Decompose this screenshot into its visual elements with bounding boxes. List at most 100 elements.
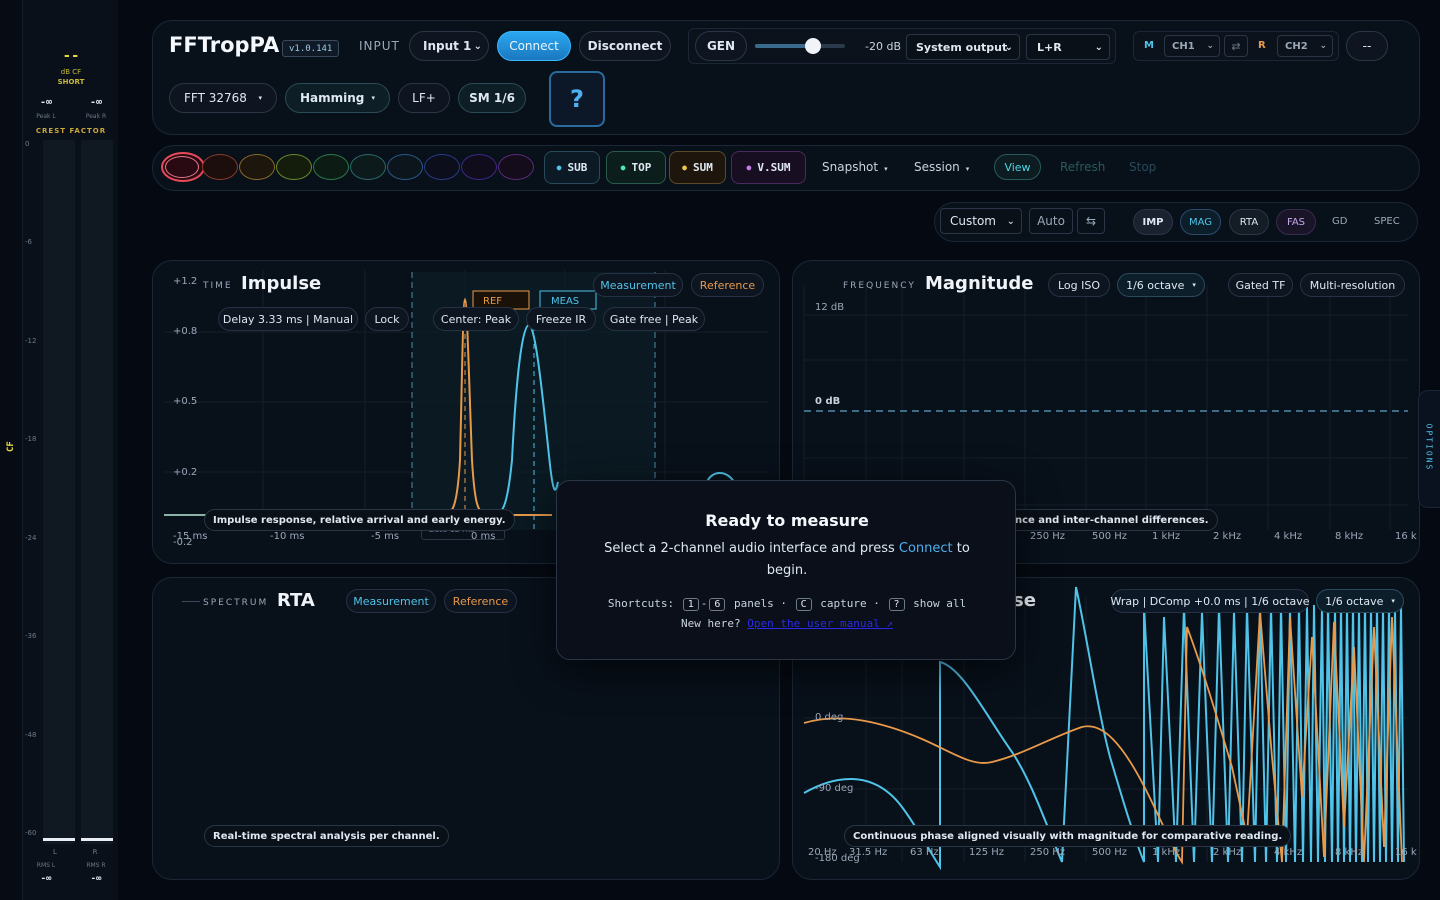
rta-divider — [182, 601, 200, 602]
impulse-y-tick: +0.8 — [173, 326, 198, 337]
tab-rta[interactable]: RTA — [1229, 209, 1269, 235]
output-select-value: System output — [916, 40, 1008, 54]
phase-y-tick: -90 deg — [815, 783, 854, 794]
gate-button[interactable]: Gate free | Peak — [603, 307, 705, 331]
capture-slot-7[interactable] — [387, 154, 423, 180]
peak-l-label: Peak L — [36, 113, 56, 120]
impulse-measurement-toggle[interactable]: Measurement — [593, 273, 683, 297]
ch2-select[interactable]: CH2 ⌄ — [1277, 35, 1333, 57]
modal-connect-link[interactable]: Connect — [898, 541, 953, 556]
gen-button[interactable]: GEN — [695, 31, 747, 61]
meter-bar-right — [81, 140, 113, 844]
refresh-button[interactable]: Refresh — [1060, 160, 1106, 174]
sub-label: SUB — [567, 161, 588, 174]
snapshot-menu[interactable]: Snapshot ▾ — [822, 160, 888, 174]
meter-bar-left — [43, 140, 75, 844]
swap-icon: ⇆ — [1085, 214, 1097, 228]
phase-octave-value: 1/6 octave — [1325, 594, 1384, 608]
window-select[interactable]: Hamming ▾ — [285, 83, 390, 113]
swap-view-button[interactable]: ⇆ — [1077, 208, 1105, 234]
capture-slot-2[interactable] — [202, 154, 238, 180]
capture-slot-9[interactable] — [461, 154, 497, 180]
phase-wrap-button[interactable]: Wrap | DComp +0.0 ms | 1/6 octave — [1110, 589, 1310, 613]
fft-size-value: FFT 32768 — [184, 91, 247, 105]
disconnect-button[interactable]: Disconnect — [579, 31, 671, 61]
top-button[interactable]: ● TOP — [606, 151, 666, 184]
modal-title: Ready to measure — [705, 511, 869, 530]
gen-level-slider[interactable] — [755, 38, 845, 54]
session-menu[interactable]: Session ▾ — [914, 160, 969, 174]
output-select[interactable]: System output ⌄ — [906, 34, 1020, 60]
capture-slot-10[interactable] — [498, 154, 534, 180]
sub-button[interactable]: ● SUB — [544, 151, 600, 184]
capture-slot-6[interactable] — [350, 154, 386, 180]
lf-boost-button[interactable]: LF+ — [398, 83, 450, 113]
snapshot-label: Snapshot — [822, 160, 879, 174]
options-drawer-tab[interactable]: OPTIONS — [1418, 390, 1440, 508]
tab-gd[interactable]: GD — [1332, 216, 1348, 227]
lock-button[interactable]: Lock — [365, 307, 409, 331]
phase-x-tick: 2 kHz — [1213, 847, 1242, 858]
capture-slot-3[interactable] — [239, 154, 275, 180]
smoothing-button[interactable]: SM 1/6 — [458, 83, 526, 113]
phase-x-tick: 63 Hz — [910, 847, 939, 858]
input-select[interactable]: Input 1 ⌄ — [409, 31, 489, 61]
chevron-down-icon: ⌄ — [473, 40, 482, 52]
more-button[interactable]: -- — [1346, 31, 1388, 61]
magnitude-x-tick: 4 kHz — [1274, 531, 1303, 542]
log-iso-button[interactable]: Log ISO — [1048, 273, 1110, 297]
capture-slot-8[interactable] — [424, 154, 460, 180]
rta-reference-toggle[interactable]: Reference — [444, 589, 517, 613]
crest-value: -- — [62, 48, 80, 64]
output-mode-value: L+R — [1037, 40, 1062, 54]
phase-title: se — [1013, 590, 1036, 611]
gated-tf-button[interactable]: Gated TF — [1228, 273, 1293, 297]
view-button[interactable]: View — [994, 154, 1041, 180]
magnitude-x-tick: 1 kHz — [1152, 531, 1181, 542]
freeze-ir-button[interactable]: Freeze IR — [526, 307, 596, 331]
gen-level-thumb[interactable] — [805, 38, 821, 54]
phase-octave-select[interactable]: 1/6 octave ▾ — [1316, 589, 1404, 613]
capture-slot-5[interactable] — [313, 154, 349, 180]
help-button[interactable]: ? — [549, 71, 605, 127]
channel-r-label: R — [1258, 40, 1266, 51]
tab-imp[interactable]: IMP — [1133, 209, 1173, 235]
user-manual-link[interactable]: Open the user manual ↗ — [747, 617, 893, 630]
window-value: Hamming — [300, 91, 365, 105]
multi-resolution-button[interactable]: Multi-resolution — [1300, 273, 1405, 297]
center-peak-button[interactable]: Center: Peak — [433, 307, 519, 331]
crest-unit: dB CF — [60, 68, 82, 76]
welcome-modal: Ready to measure Select a 2-channel audi… — [556, 480, 1016, 660]
fft-size-select[interactable]: FFT 32768 ▾ — [169, 83, 277, 113]
output-mode-select[interactable]: L+R ⌄ — [1026, 34, 1110, 60]
sum-button[interactable]: ● SUM — [669, 151, 726, 184]
meter-r-label: R — [92, 848, 98, 856]
meas-marker: MEAS — [551, 296, 580, 307]
phase-y-tick: 0 deg — [815, 712, 844, 723]
magnitude-octave-select[interactable]: 1/6 octave ▾ — [1117, 273, 1205, 297]
phase-x-tick: 125 Hz — [969, 847, 1005, 858]
input-label: INPUT — [359, 39, 400, 53]
ch1-select[interactable]: CH1 ⌄ — [1164, 35, 1220, 57]
preset-select[interactable]: Custom ⌄ — [940, 208, 1022, 234]
vsum-button[interactable]: ● V.SUM — [731, 151, 806, 184]
ch1-value: CH1 — [1172, 40, 1195, 52]
meter-floor-left — [43, 838, 75, 841]
tab-spec[interactable]: SPEC — [1374, 216, 1400, 227]
connect-button[interactable]: Connect — [497, 31, 571, 61]
auto-button[interactable]: Auto — [1029, 208, 1073, 234]
rta-measurement-toggle[interactable]: Measurement — [346, 589, 436, 613]
impulse-reference-toggle[interactable]: Reference — [691, 273, 764, 297]
phase-plot — [803, 586, 1408, 871]
key-range-dash: - — [700, 597, 708, 610]
impulse-title: Impulse — [241, 273, 322, 294]
channel-swap-button[interactable]: ⇄ — [1224, 35, 1248, 57]
phase-y-tick: -180 deg — [815, 853, 860, 864]
tab-mag[interactable]: MAG — [1180, 209, 1221, 235]
delay-button[interactable]: Delay 3.33 ms | Manual — [218, 307, 358, 331]
capture-slot-4[interactable] — [276, 154, 312, 180]
tab-fas[interactable]: FAS — [1276, 209, 1316, 235]
modal-body-text: Select a 2-channel audio interface and p… — [604, 541, 899, 556]
stop-button[interactable]: Stop — [1129, 160, 1157, 174]
scale-48: -48 — [25, 731, 37, 739]
